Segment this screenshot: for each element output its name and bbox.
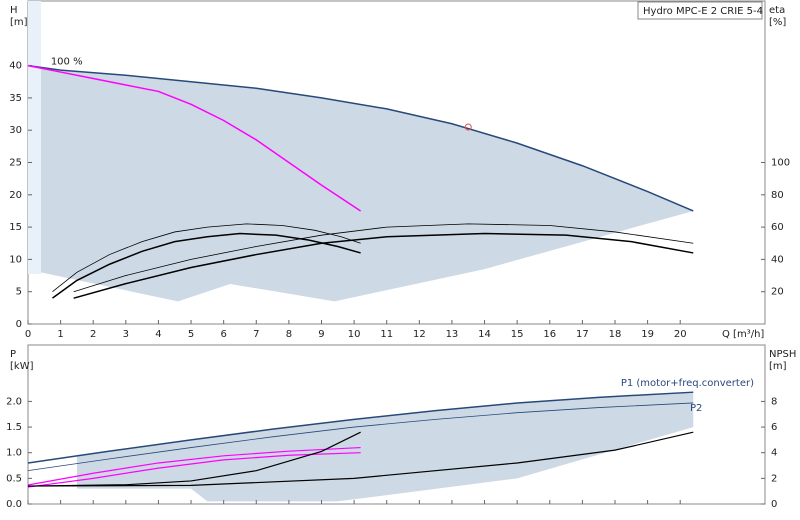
- x-tick-label: 7: [253, 329, 259, 340]
- y-tick-label: 5: [16, 287, 22, 298]
- x-axis-label: Q [m³/h]: [722, 329, 764, 340]
- curve: [73, 223, 694, 293]
- y2-tick-label: 2: [771, 473, 777, 484]
- curve: [27, 64, 694, 212]
- y2-tick-label: 8: [771, 396, 777, 407]
- y-tick-label: 25: [9, 158, 22, 169]
- curve: [52, 232, 361, 299]
- series-label: P1 (motor+freq.converter): [621, 378, 754, 389]
- curve: [27, 391, 694, 464]
- x-tick-label: 1: [57, 329, 63, 340]
- y2-tick-label: 0: [771, 499, 777, 510]
- left-strip: [28, 1, 41, 274]
- x-tick-label: 4: [155, 329, 161, 340]
- x-tick-label: 0: [25, 329, 31, 340]
- x-tick-label: 3: [123, 329, 129, 340]
- x-tick-label: 11: [380, 329, 393, 340]
- x-tick-label: 18: [609, 329, 622, 340]
- x-tick-label: 13: [446, 329, 459, 340]
- y-tick-label: 30: [9, 125, 22, 136]
- y2-tick-label: 6: [771, 422, 777, 433]
- y-tick-label: 0: [16, 319, 22, 330]
- curve: [52, 223, 361, 293]
- y2-tick-label: 40: [771, 254, 784, 265]
- y-tick-label: 15: [9, 222, 22, 233]
- y2-tick-label: 4: [771, 448, 777, 459]
- y-axis-unit: [m]: [10, 17, 28, 28]
- y-tick-label: 35: [9, 93, 22, 104]
- y2-axis-label: eta: [769, 5, 785, 16]
- x-tick-label: 17: [576, 329, 589, 340]
- curve: [27, 452, 361, 488]
- x-tick-label: 14: [478, 329, 491, 340]
- x-tick-label: 12: [413, 329, 426, 340]
- y-tick-label: 0.0: [6, 499, 22, 510]
- y-tick-label: 0.5: [6, 473, 22, 484]
- y-axis-unit: [kW]: [10, 361, 34, 372]
- x-tick-label: 5: [188, 329, 194, 340]
- y2-axis-unit: [%]: [769, 17, 786, 28]
- curve: [27, 64, 362, 212]
- y-tick-label: 40: [9, 61, 22, 72]
- x-tick-label: 9: [318, 329, 324, 340]
- x-tick-label: 16: [543, 329, 556, 340]
- y2-axis-unit: [m]: [769, 361, 787, 372]
- x-tick-label: 10: [348, 329, 361, 340]
- series-label: P2: [690, 403, 702, 414]
- curve: [73, 232, 694, 299]
- operating-area: [41, 67, 694, 302]
- y2-tick-label: 20: [771, 287, 784, 298]
- y-tick-label: 10: [9, 254, 22, 265]
- y2-tick-label: 100: [771, 158, 790, 169]
- y-axis-label: H: [10, 5, 18, 16]
- x-tick-label: 6: [220, 329, 226, 340]
- duty-point: [464, 123, 472, 131]
- y-tick-label: 20: [9, 190, 22, 201]
- x-tick-label: 20: [674, 329, 687, 340]
- y-tick-label: 1.0: [6, 448, 22, 459]
- y-axis-label: P: [10, 349, 16, 360]
- curve: [27, 431, 694, 487]
- y2-tick-label: 80: [771, 190, 784, 201]
- y2-tick-label: 60: [771, 222, 784, 233]
- x-tick-label: 2: [90, 329, 96, 340]
- x-tick-label: 8: [286, 329, 292, 340]
- y-tick-label: 1.5: [6, 422, 22, 433]
- curve: [27, 402, 694, 472]
- curve: [27, 431, 361, 487]
- y2-axis-label: NPSH: [769, 349, 796, 360]
- x-tick-label: 19: [641, 329, 654, 340]
- annotation: 100 %: [51, 57, 83, 68]
- y-tick-label: 2.0: [6, 396, 22, 407]
- chart-title: Hydro MPC-E 2 CRIE 5-4: [643, 6, 763, 17]
- x-tick-label: 15: [511, 329, 524, 340]
- title-box: [637, 1, 763, 20]
- curve: [27, 446, 361, 486]
